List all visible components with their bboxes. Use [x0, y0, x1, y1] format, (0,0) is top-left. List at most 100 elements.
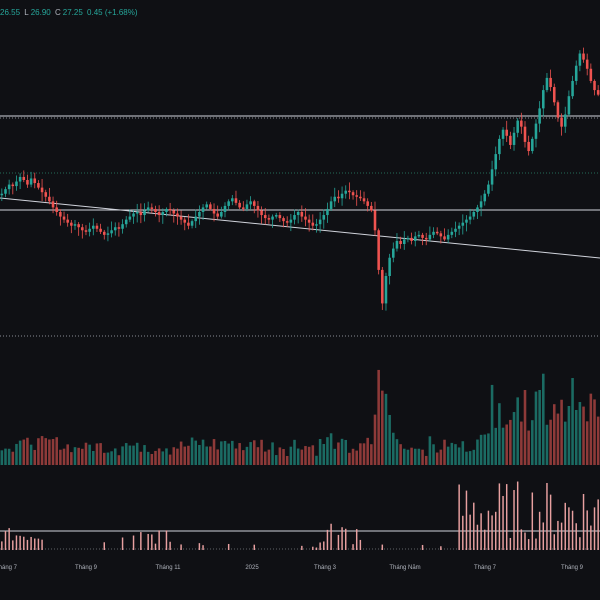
candle [362, 198, 366, 202]
candle [278, 215, 282, 219]
candle [318, 219, 322, 225]
candle [520, 120, 523, 127]
volume-bar [77, 447, 80, 465]
indicator-bar [542, 522, 545, 550]
indicator-bar [4, 530, 7, 550]
indicator-bar [557, 520, 559, 550]
indicator-bar [23, 536, 25, 550]
low-value: 26.90 [30, 8, 51, 17]
indicator-bar [564, 502, 566, 550]
volume-bar [161, 451, 165, 465]
volume-bar [48, 439, 51, 465]
candle [596, 90, 600, 95]
indicator-bar [352, 544, 354, 550]
indicator-bar [19, 535, 21, 550]
volume-bar [132, 445, 135, 465]
candle [552, 87, 556, 103]
volume-bar [362, 443, 366, 465]
volume-bar [124, 443, 128, 465]
volume-bar [165, 448, 168, 465]
trend-line [0, 197, 600, 259]
indicator-bar [151, 534, 153, 550]
candle [322, 215, 326, 220]
candle [252, 201, 256, 206]
candle [315, 224, 318, 226]
volume-bar [84, 442, 88, 465]
candle [574, 65, 578, 81]
candle [479, 201, 483, 208]
open-value: 26.55 [0, 8, 21, 17]
volume-bar [392, 432, 395, 465]
volume-bar [487, 433, 490, 465]
indicator-bar [319, 542, 321, 550]
volume-bar [322, 443, 326, 465]
indicator-bar [315, 547, 318, 550]
volume-bar [498, 403, 501, 465]
candle [516, 120, 519, 133]
volume-bar [227, 443, 230, 465]
candle [165, 208, 168, 212]
volume-bar [99, 443, 102, 465]
volume-bar [282, 449, 285, 465]
volume-bar [55, 437, 58, 465]
indicator-bar [34, 538, 36, 550]
candle [571, 80, 574, 97]
candle [263, 215, 267, 219]
indicator-bar [586, 510, 588, 550]
candle [348, 190, 351, 193]
candle [274, 215, 278, 217]
indicator-bar [198, 543, 201, 550]
indicator-bar [513, 490, 515, 550]
candle [304, 216, 307, 220]
close-value: 27.25 [62, 8, 83, 17]
volume-bar [377, 369, 380, 465]
candle [443, 236, 446, 240]
indicator-bar [491, 515, 493, 550]
candle [285, 221, 289, 223]
volume-bar [509, 419, 512, 465]
volume-bar [66, 444, 69, 465]
volume-bar [326, 437, 329, 465]
candle [267, 218, 271, 220]
candle [454, 228, 457, 232]
volume-bar [37, 438, 40, 465]
indicator-bar [12, 540, 14, 550]
volume-bar [260, 439, 263, 465]
volume-bar [359, 443, 362, 465]
candle [249, 201, 252, 205]
candle [333, 196, 337, 202]
candle [531, 138, 534, 152]
candle [139, 212, 143, 216]
indicator-bar [341, 527, 343, 550]
volume-bar [135, 442, 139, 465]
candle [157, 212, 161, 216]
volume-bar [59, 449, 62, 465]
candle [399, 240, 402, 244]
candle [124, 219, 128, 225]
volume-bar [40, 436, 44, 465]
volume-bar [183, 446, 187, 465]
indicator-bar [560, 522, 563, 550]
candle [135, 212, 139, 214]
candle [461, 222, 465, 226]
x-tick-label: Tháng 9 [561, 565, 584, 571]
indicator-bar [180, 544, 182, 550]
volume-bar [95, 443, 99, 465]
candle [457, 225, 461, 229]
volume-bar [589, 393, 593, 465]
candle [351, 192, 355, 196]
volume-bar [501, 427, 505, 465]
indicator-bar [15, 535, 18, 550]
volume-bar [304, 446, 307, 465]
volume-bar [223, 440, 227, 465]
candle [84, 230, 88, 232]
indicator-bar [484, 529, 486, 550]
volume-bar [333, 448, 337, 465]
x-tick-label: 2025 [245, 565, 259, 571]
indicator-bar [345, 528, 347, 550]
volume-bar [593, 399, 596, 465]
indicator-bar [147, 533, 149, 550]
indicator-bar [597, 499, 599, 550]
volume-bar [278, 447, 282, 465]
